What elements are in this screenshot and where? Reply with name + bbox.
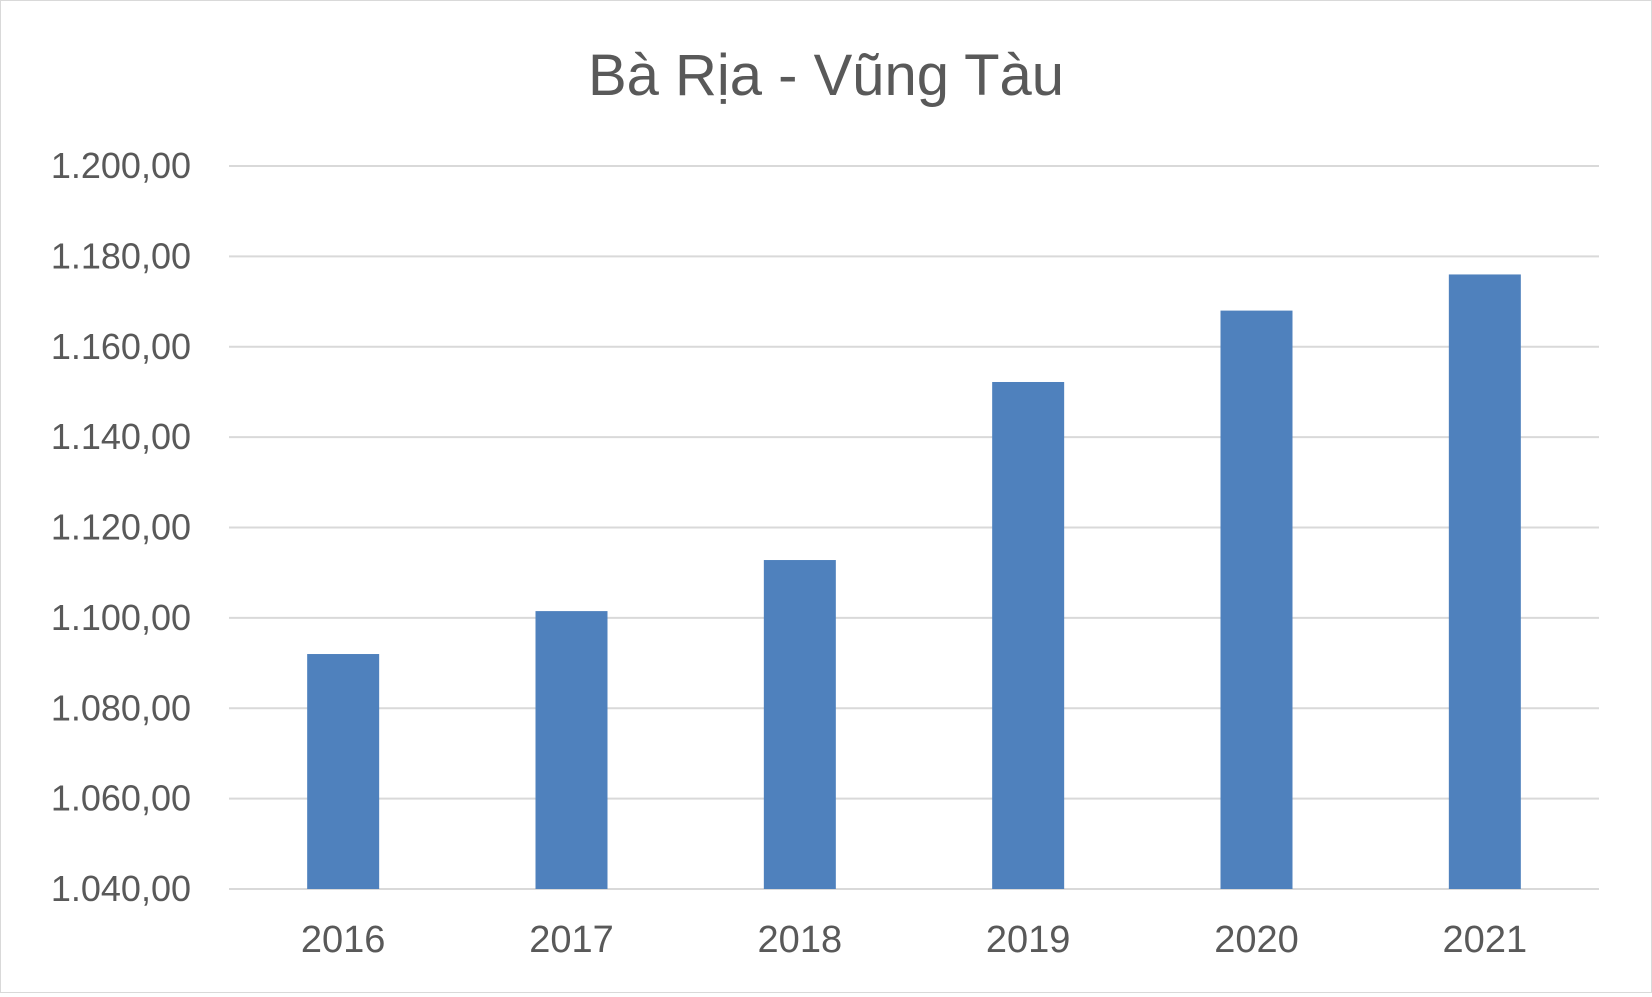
bar-2020 [1220,310,1293,890]
y-tick-label: 1.120,00 [51,507,191,548]
gridlines [229,165,1599,890]
x-axis-tick-labels: 2016 2017 2018 2019 2020 2021 [301,919,1527,961]
y-tick-label: 1.160,00 [51,326,191,367]
y-tick-label: 1.140,00 [51,416,191,457]
y-tick-label: 1.040,00 [51,868,191,909]
y-axis-tick-labels: 1.040,00 1.060,00 1.080,00 1.100,00 1.120,00… [51,145,191,909]
bar-2019 [992,381,1065,889]
y-tick-label: 1.060,00 [51,778,191,819]
x-tick-label: 2016 [301,919,386,961]
y-tick-label: 1.200,00 [51,145,191,186]
x-tick-label: 2020 [1214,919,1299,961]
bar-2021 [1448,274,1521,889]
bar-2017 [535,611,608,889]
bar-2018 [763,560,836,889]
y-tick-label: 1.100,00 [51,597,191,638]
bar-2016 [307,654,380,889]
x-tick-label: 2019 [986,919,1071,961]
chart-title: Bà Rịa - Vũng Tàu [588,43,1064,108]
x-tick-label: 2017 [529,919,614,961]
x-tick-label: 2018 [758,919,843,961]
y-tick-label: 1.080,00 [51,687,191,728]
y-tick-label: 1.180,00 [51,235,191,276]
bars [307,274,1521,890]
x-tick-label: 2021 [1443,919,1528,961]
